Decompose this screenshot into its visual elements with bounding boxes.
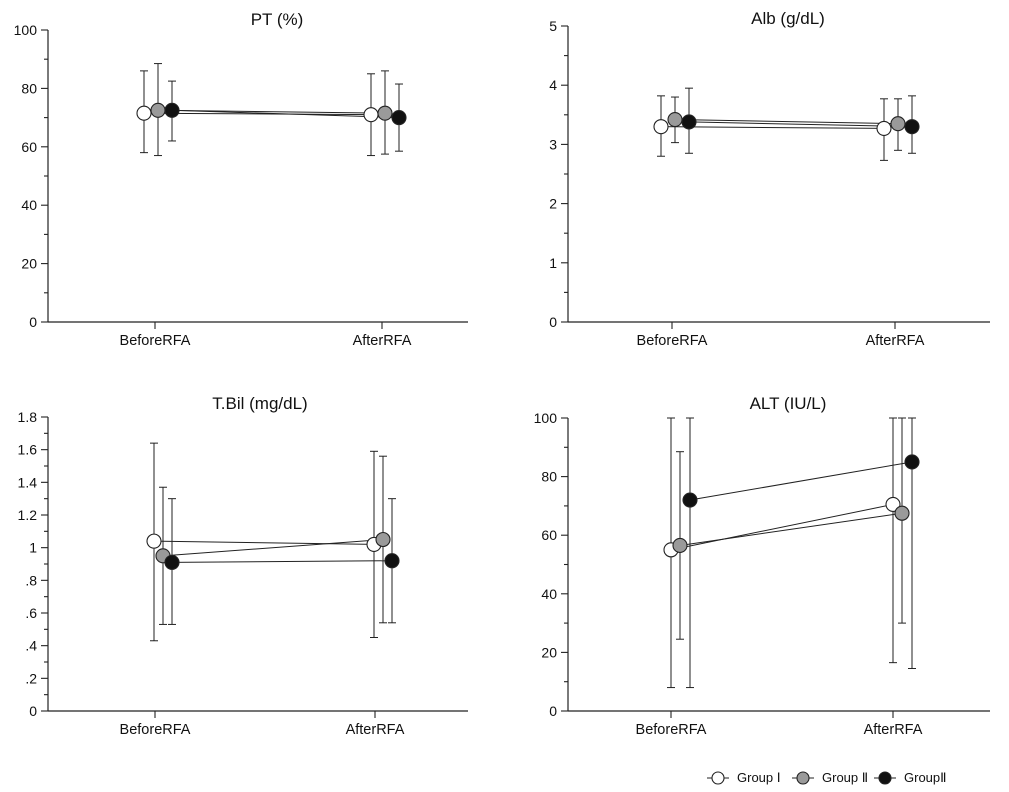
data-point-group-2: [375, 531, 391, 548]
series-line-group-3: [689, 461, 913, 501]
series-line-group-2: [162, 539, 384, 557]
data-point-group-1: [146, 533, 162, 549]
y-tick-label: 60: [21, 139, 37, 155]
y-tick-label: 80: [21, 80, 37, 96]
legend-label: Group Ⅰ: [737, 770, 781, 785]
y-tick-label: 0: [549, 314, 557, 330]
panel-title: T.Bil (mg/dL): [212, 394, 307, 413]
y-tick-label: .6: [25, 605, 37, 621]
x-category-label: AfterRFA: [353, 333, 412, 349]
y-tick-label: 20: [21, 256, 37, 272]
y-tick-label: 1: [29, 540, 37, 556]
chart-panel-3: T.Bil (mg/dL) 0 .2 .4 .6 .8 1 1.2 1.4 1.6 1.8 Befor…: [18, 394, 468, 738]
legend-label: GroupⅡ: [904, 770, 947, 785]
data-point-group-1: [136, 105, 152, 121]
y-tick-label: 1.4: [18, 474, 38, 490]
data-point-group-1: [363, 107, 379, 123]
series-line-group-2: [679, 512, 903, 546]
panel-title: ALT (IU/L): [750, 394, 827, 413]
series-line-group-1: [670, 503, 894, 551]
panel-title: PT (%): [251, 10, 304, 29]
legend-item-3: GroupⅡ: [874, 770, 947, 785]
y-tick-label: 80: [541, 469, 557, 485]
data-point-group-3: [384, 553, 400, 569]
data-point-group-1: [653, 119, 669, 135]
y-tick-label: 1.8: [18, 409, 38, 425]
y-tick-label: 3: [549, 136, 557, 152]
x-category-label: BeforeRFA: [120, 333, 191, 349]
x-category-label: AfterRFA: [864, 722, 923, 738]
y-tick-label: 1: [549, 255, 557, 271]
data-point-group-2: [667, 111, 683, 128]
legend-marker: [878, 771, 892, 785]
y-tick-label: 100: [534, 410, 558, 426]
y-tick-label: .2: [25, 670, 37, 686]
data-point-group-2: [672, 537, 688, 554]
y-tick-label: 5: [549, 18, 557, 34]
y-tick-label: 40: [541, 586, 557, 602]
data-point-group-3: [391, 110, 407, 126]
x-category-label: BeforeRFA: [636, 722, 707, 738]
y-tick-label: .8: [25, 572, 37, 588]
legend-item-2: Group Ⅱ: [792, 770, 868, 785]
data-point-group-3: [904, 119, 920, 135]
y-tick-label: 60: [541, 527, 557, 543]
data-point-group-3: [164, 554, 180, 570]
series-line-group-3: [688, 121, 913, 128]
y-tick-label: 0: [29, 703, 37, 719]
series-line-group-2: [674, 119, 899, 125]
y-tick-label: 0: [29, 314, 37, 330]
data-point-group-1: [885, 496, 901, 512]
data-point-group-3: [682, 492, 698, 508]
chart-panel-1: PT (%) 0 20 40 60 80 100 BeforeRFA AfterRFA: [14, 10, 468, 349]
data-point-group-2: [890, 116, 906, 132]
y-tick-label: 1.6: [18, 442, 38, 458]
series-line-group-1: [143, 112, 372, 116]
x-category-label: BeforeRFA: [120, 722, 191, 738]
x-category-label: AfterRFA: [866, 333, 925, 349]
y-tick-label: 0: [549, 703, 557, 719]
series-line-group-3: [171, 109, 400, 119]
legend: Group Ⅰ Group Ⅱ GroupⅡ: [707, 770, 947, 785]
data-point-group-3: [904, 454, 920, 470]
y-tick-label: .4: [25, 638, 37, 654]
series-line-group-1: [153, 540, 375, 545]
legend-marker: [711, 771, 725, 785]
y-tick-label: 40: [21, 197, 37, 213]
data-point-group-2: [377, 105, 393, 121]
data-point-group-3: [681, 114, 697, 130]
y-tick-label: 20: [541, 644, 557, 660]
legend-item-1: Group Ⅰ: [707, 770, 781, 785]
x-category-label: AfterRFA: [346, 722, 405, 738]
legend-marker: [796, 771, 810, 785]
data-point-group-2: [894, 505, 910, 521]
y-tick-label: 1.2: [18, 507, 38, 523]
chart-panel-2: Alb (g/dL) 0 1 2 3 4 5 BeforeRFA AfterRFA: [549, 9, 990, 349]
series-line-group-3: [171, 560, 393, 563]
legend-label: Group Ⅱ: [822, 770, 868, 785]
y-tick-label: 100: [14, 22, 38, 38]
x-category-label: BeforeRFA: [637, 333, 708, 349]
y-tick-label: 2: [549, 196, 557, 212]
data-point-group-2: [150, 102, 166, 118]
series-line-group-1: [660, 126, 885, 129]
data-point-group-3: [164, 102, 180, 118]
panel-title: Alb (g/dL): [751, 9, 825, 28]
data-point-group-1: [876, 120, 892, 136]
y-tick-label: 4: [549, 77, 557, 93]
chart-panel-4: ALT (IU/L) 0 20 40 60 80 100 BeforeRFA AfterRFA: [534, 394, 990, 738]
